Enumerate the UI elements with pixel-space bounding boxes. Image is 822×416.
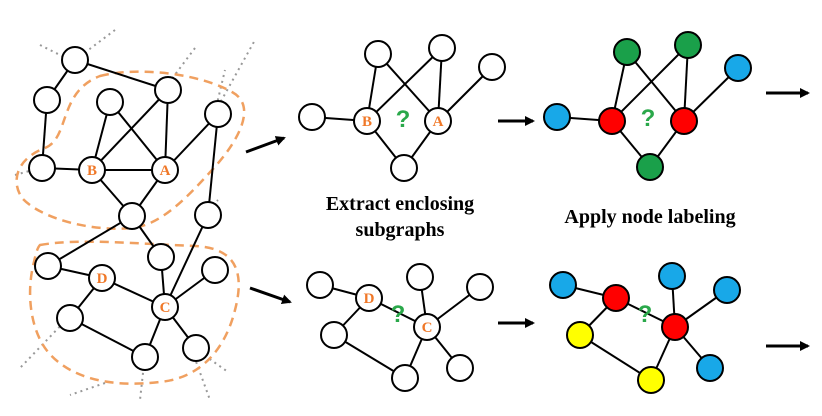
caption-apply-labeling: Apply node labeling xyxy=(564,206,736,228)
caption-extract-line2: subgraphs xyxy=(355,219,445,241)
flow-arrows xyxy=(245,88,810,351)
labeled-node-c xyxy=(661,313,689,341)
original-label-a: A xyxy=(160,163,171,179)
labeled-node-b xyxy=(598,107,626,135)
subgraph-node-a xyxy=(424,107,452,135)
original-node-a xyxy=(151,156,179,184)
dashed-region-cd xyxy=(28,240,240,385)
labeled-subgraph-ab: ? xyxy=(543,31,752,181)
original-node-d xyxy=(88,264,116,292)
subgraph-node-d xyxy=(355,284,383,312)
subgraph-ab: B A ? xyxy=(298,34,506,182)
original-target-nodes: B A D C xyxy=(78,156,179,321)
original-node-c xyxy=(151,293,179,321)
original-graph: B A D C xyxy=(14,29,256,401)
caption-extract-subgraphs: Extract enclosing subgraphs xyxy=(290,191,510,243)
original-graph-nodes xyxy=(28,46,232,371)
question-mark-cd: ? xyxy=(391,301,406,328)
subgraph-label-d: D xyxy=(364,291,375,307)
subgraph-label-a: A xyxy=(433,114,444,130)
dashed-region-ab xyxy=(15,70,246,230)
original-node-b xyxy=(78,156,106,184)
subgraph-node-b xyxy=(353,107,381,135)
question-mark-labeled-cd: ? xyxy=(638,301,653,328)
original-label-c: C xyxy=(160,300,171,316)
subgraph-cd: D C ? xyxy=(306,263,494,392)
arrow-extract-bottom xyxy=(249,286,292,305)
question-mark-labeled-ab: ? xyxy=(641,105,656,132)
labeled-node-a xyxy=(670,107,698,135)
original-label-b: B xyxy=(87,163,97,179)
question-mark-ab: ? xyxy=(396,106,411,133)
subgraph-label-c: C xyxy=(422,320,433,336)
arrow-extract-top xyxy=(245,136,286,154)
labeled-node-d xyxy=(602,284,630,312)
caption-extract-line1: Extract enclosing xyxy=(325,193,475,215)
labeled-subgraph-cd: ? xyxy=(549,262,741,394)
original-label-d: D xyxy=(97,271,108,287)
subgraph-label-b: B xyxy=(362,114,372,130)
subgraph-node-c xyxy=(413,313,441,341)
